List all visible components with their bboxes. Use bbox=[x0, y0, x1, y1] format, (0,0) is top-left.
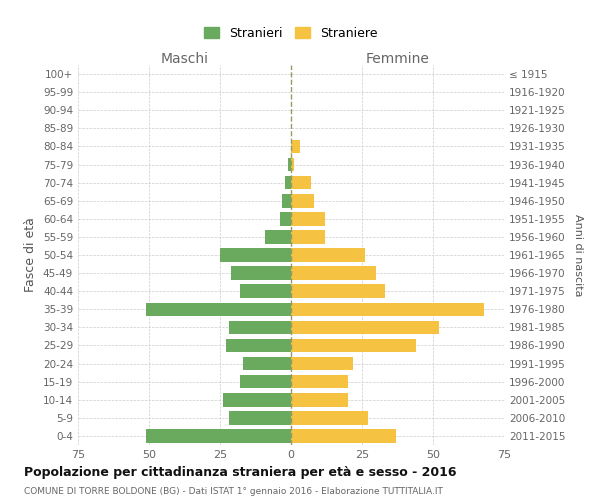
Bar bbox=[291, 393, 348, 406]
Bar bbox=[291, 140, 299, 153]
Bar bbox=[243, 357, 291, 370]
Bar bbox=[291, 429, 396, 442]
Bar bbox=[146, 302, 291, 316]
Bar bbox=[283, 194, 291, 207]
Bar bbox=[240, 375, 291, 388]
Bar bbox=[280, 212, 291, 226]
Text: Popolazione per cittadinanza straniera per età e sesso - 2016: Popolazione per cittadinanza straniera p… bbox=[24, 466, 457, 479]
Bar bbox=[291, 158, 294, 172]
Bar bbox=[291, 266, 376, 280]
Bar bbox=[286, 176, 291, 190]
Bar bbox=[291, 302, 484, 316]
Bar bbox=[291, 194, 314, 207]
Bar bbox=[291, 375, 348, 388]
Bar bbox=[265, 230, 291, 243]
Bar bbox=[226, 338, 291, 352]
Bar bbox=[220, 248, 291, 262]
Bar bbox=[229, 411, 291, 424]
Y-axis label: Fasce di età: Fasce di età bbox=[25, 218, 37, 292]
Bar bbox=[291, 248, 365, 262]
Bar bbox=[291, 230, 325, 243]
Text: COMUNE DI TORRE BOLDONE (BG) - Dati ISTAT 1° gennaio 2016 - Elaborazione TUTTITA: COMUNE DI TORRE BOLDONE (BG) - Dati ISTA… bbox=[24, 486, 443, 496]
Text: Maschi: Maschi bbox=[161, 52, 209, 66]
Bar bbox=[291, 338, 416, 352]
Bar bbox=[291, 320, 439, 334]
Legend: Stranieri, Straniere: Stranieri, Straniere bbox=[199, 22, 383, 45]
Bar bbox=[232, 266, 291, 280]
Bar bbox=[288, 158, 291, 172]
Bar bbox=[291, 176, 311, 190]
Y-axis label: Anni di nascita: Anni di nascita bbox=[572, 214, 583, 296]
Bar bbox=[291, 357, 353, 370]
Bar bbox=[291, 212, 325, 226]
Text: Femmine: Femmine bbox=[365, 52, 430, 66]
Bar bbox=[291, 284, 385, 298]
Bar bbox=[291, 411, 368, 424]
Bar bbox=[146, 429, 291, 442]
Bar bbox=[229, 320, 291, 334]
Bar bbox=[240, 284, 291, 298]
Bar bbox=[223, 393, 291, 406]
